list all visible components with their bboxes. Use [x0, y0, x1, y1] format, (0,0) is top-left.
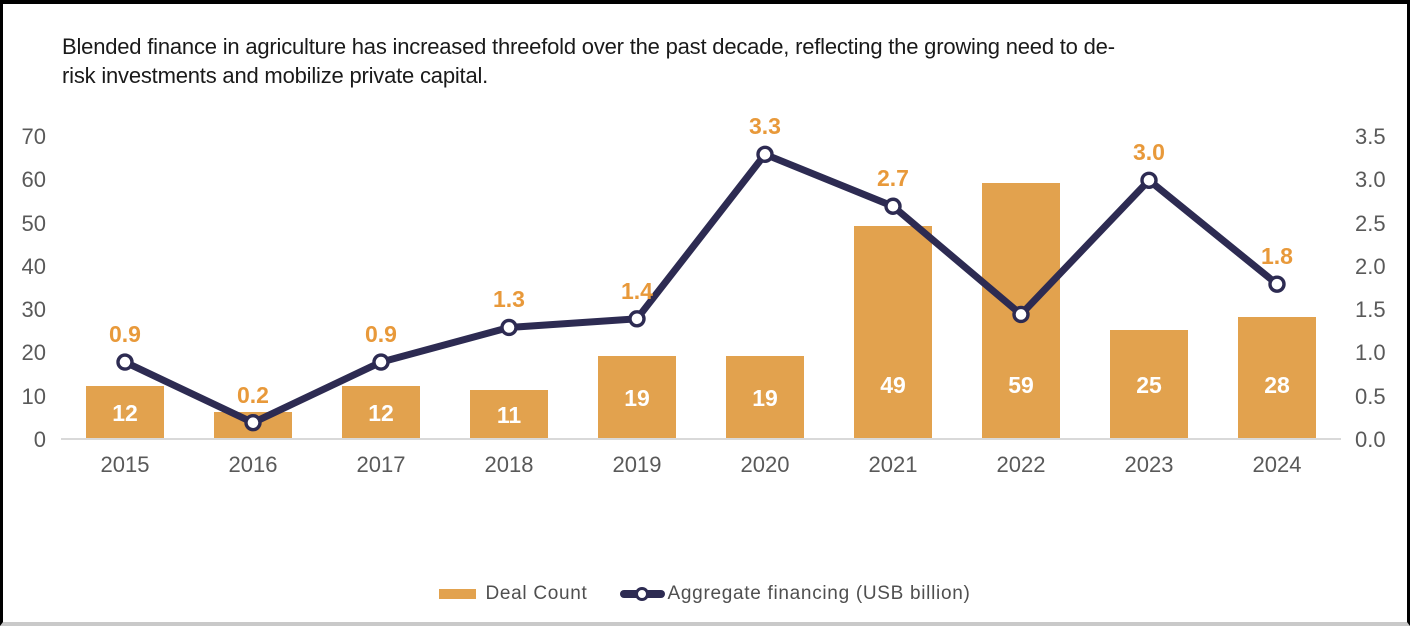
- line-value-label: 1.8: [1261, 243, 1293, 270]
- line-marker: [756, 145, 774, 164]
- year-label: 2016: [228, 452, 278, 477]
- left-axis-tick: 10: [21, 383, 46, 409]
- plot-area: 12 12 11 19 19 49 59 25 28 0.9 0.2 0.9 1.3 1.4 3.3 2.7 3…: [61, 113, 1341, 440]
- line-marker: [884, 197, 902, 215]
- line-value-label: 0.2: [237, 381, 269, 408]
- right-axis-tick: 2.5: [1355, 210, 1386, 236]
- line-value-label: 1.3: [493, 286, 525, 313]
- deal-count-bar: [1110, 329, 1188, 438]
- bar-value-label: 59: [1008, 372, 1034, 398]
- bar-value-label: 25: [1136, 372, 1162, 398]
- line-marker: [244, 413, 262, 432]
- line-value-label: 0.9: [109, 321, 141, 348]
- left-axis-tick: 0: [33, 427, 46, 452]
- right-axis-tick: 1.0: [1355, 340, 1386, 366]
- left-axis-tick: 40: [21, 253, 46, 279]
- left-axis-tick: 20: [21, 340, 46, 366]
- left-axis-tick: 50: [21, 210, 46, 236]
- chart-title: Blended finance in agriculture has incre…: [62, 32, 1115, 90]
- financing-line-layer: [116, 145, 1286, 432]
- right-axis-tick: 3.0: [1355, 167, 1386, 193]
- right-axis-tick: 2.0: [1355, 253, 1386, 279]
- deal-count-bar: [854, 225, 932, 438]
- line-marker: [1140, 171, 1158, 189]
- right-axis-tick: 0.5: [1355, 383, 1386, 409]
- legend-item-deal-count: Deal Count: [439, 583, 587, 605]
- bar-value-label: 49: [880, 372, 906, 398]
- right-axis-tick: 1.5: [1355, 297, 1386, 323]
- deal-count-bar: [470, 390, 548, 438]
- legend: Deal Count Aggregate financing (USB bill…: [3, 583, 1407, 605]
- year-label: 2023: [1124, 452, 1174, 477]
- right-axis-tick: 3.5: [1355, 124, 1386, 149]
- year-label: 2018: [484, 452, 534, 477]
- line-value-label: 0.9: [365, 321, 397, 348]
- financing-line: [123, 150, 1280, 427]
- left-axis-tick: 70: [21, 124, 46, 149]
- line-value-label: 3.0: [1133, 139, 1165, 166]
- bar-value-label: 19: [624, 384, 650, 411]
- line-value-label: 3.3: [749, 113, 781, 140]
- year-label: 2015: [100, 452, 150, 477]
- year-label: 2020: [740, 452, 790, 477]
- line-marker-swatch-icon: [619, 587, 665, 601]
- line-marker: [500, 318, 518, 337]
- year-label: 2022: [996, 452, 1046, 477]
- line-swatch-dot: [634, 587, 649, 601]
- deal-count-bar: [726, 355, 804, 438]
- left-axis-tick: 60: [21, 167, 46, 193]
- right-axis-tick: 0.0: [1355, 427, 1386, 452]
- line-value-label: 1.4: [621, 277, 653, 304]
- line-marker: [628, 310, 646, 328]
- deal-count-bar: [598, 355, 676, 438]
- bar-swatch-icon: [439, 589, 477, 599]
- bar-value-label: 11: [496, 402, 522, 429]
- x-axis-labels: 2015 2016 2017 2018 2019 2020 2021 2022 2023 2024: [61, 452, 1341, 478]
- line-marker: [116, 353, 134, 371]
- year-label: 2024: [1252, 452, 1302, 477]
- bar-value-label: 28: [1264, 372, 1290, 398]
- chart-title-line-1: Blended finance in agriculture has incre…: [62, 34, 1115, 59]
- bar-value-label: 12: [112, 400, 138, 427]
- x-axis-line: [61, 438, 1341, 440]
- bar-value-label: 19: [752, 384, 778, 411]
- line-value-label: 2.7: [877, 165, 909, 192]
- legend-label-aggregate-financing: Aggregate financing (USB billion): [667, 583, 971, 604]
- deal-count-bar: [1238, 316, 1316, 438]
- line-marker: [372, 353, 390, 371]
- deal-count-bar: [86, 386, 164, 438]
- left-axis-tick: 30: [21, 297, 46, 323]
- deal-count-bar: [342, 386, 420, 438]
- legend-item-aggregate-financing: Aggregate financing (USB billion): [619, 583, 971, 605]
- line-marker: [1268, 275, 1286, 293]
- bar-value-label: 12: [368, 400, 394, 427]
- year-label: 2019: [612, 452, 662, 477]
- line-marker: [1012, 305, 1030, 324]
- year-label: 2021: [868, 452, 918, 477]
- chart-title-line-2: risk investments and mobilize private ca…: [62, 63, 489, 88]
- year-label: 2017: [356, 452, 406, 477]
- legend-label-deal-count: Deal Count: [485, 583, 588, 604]
